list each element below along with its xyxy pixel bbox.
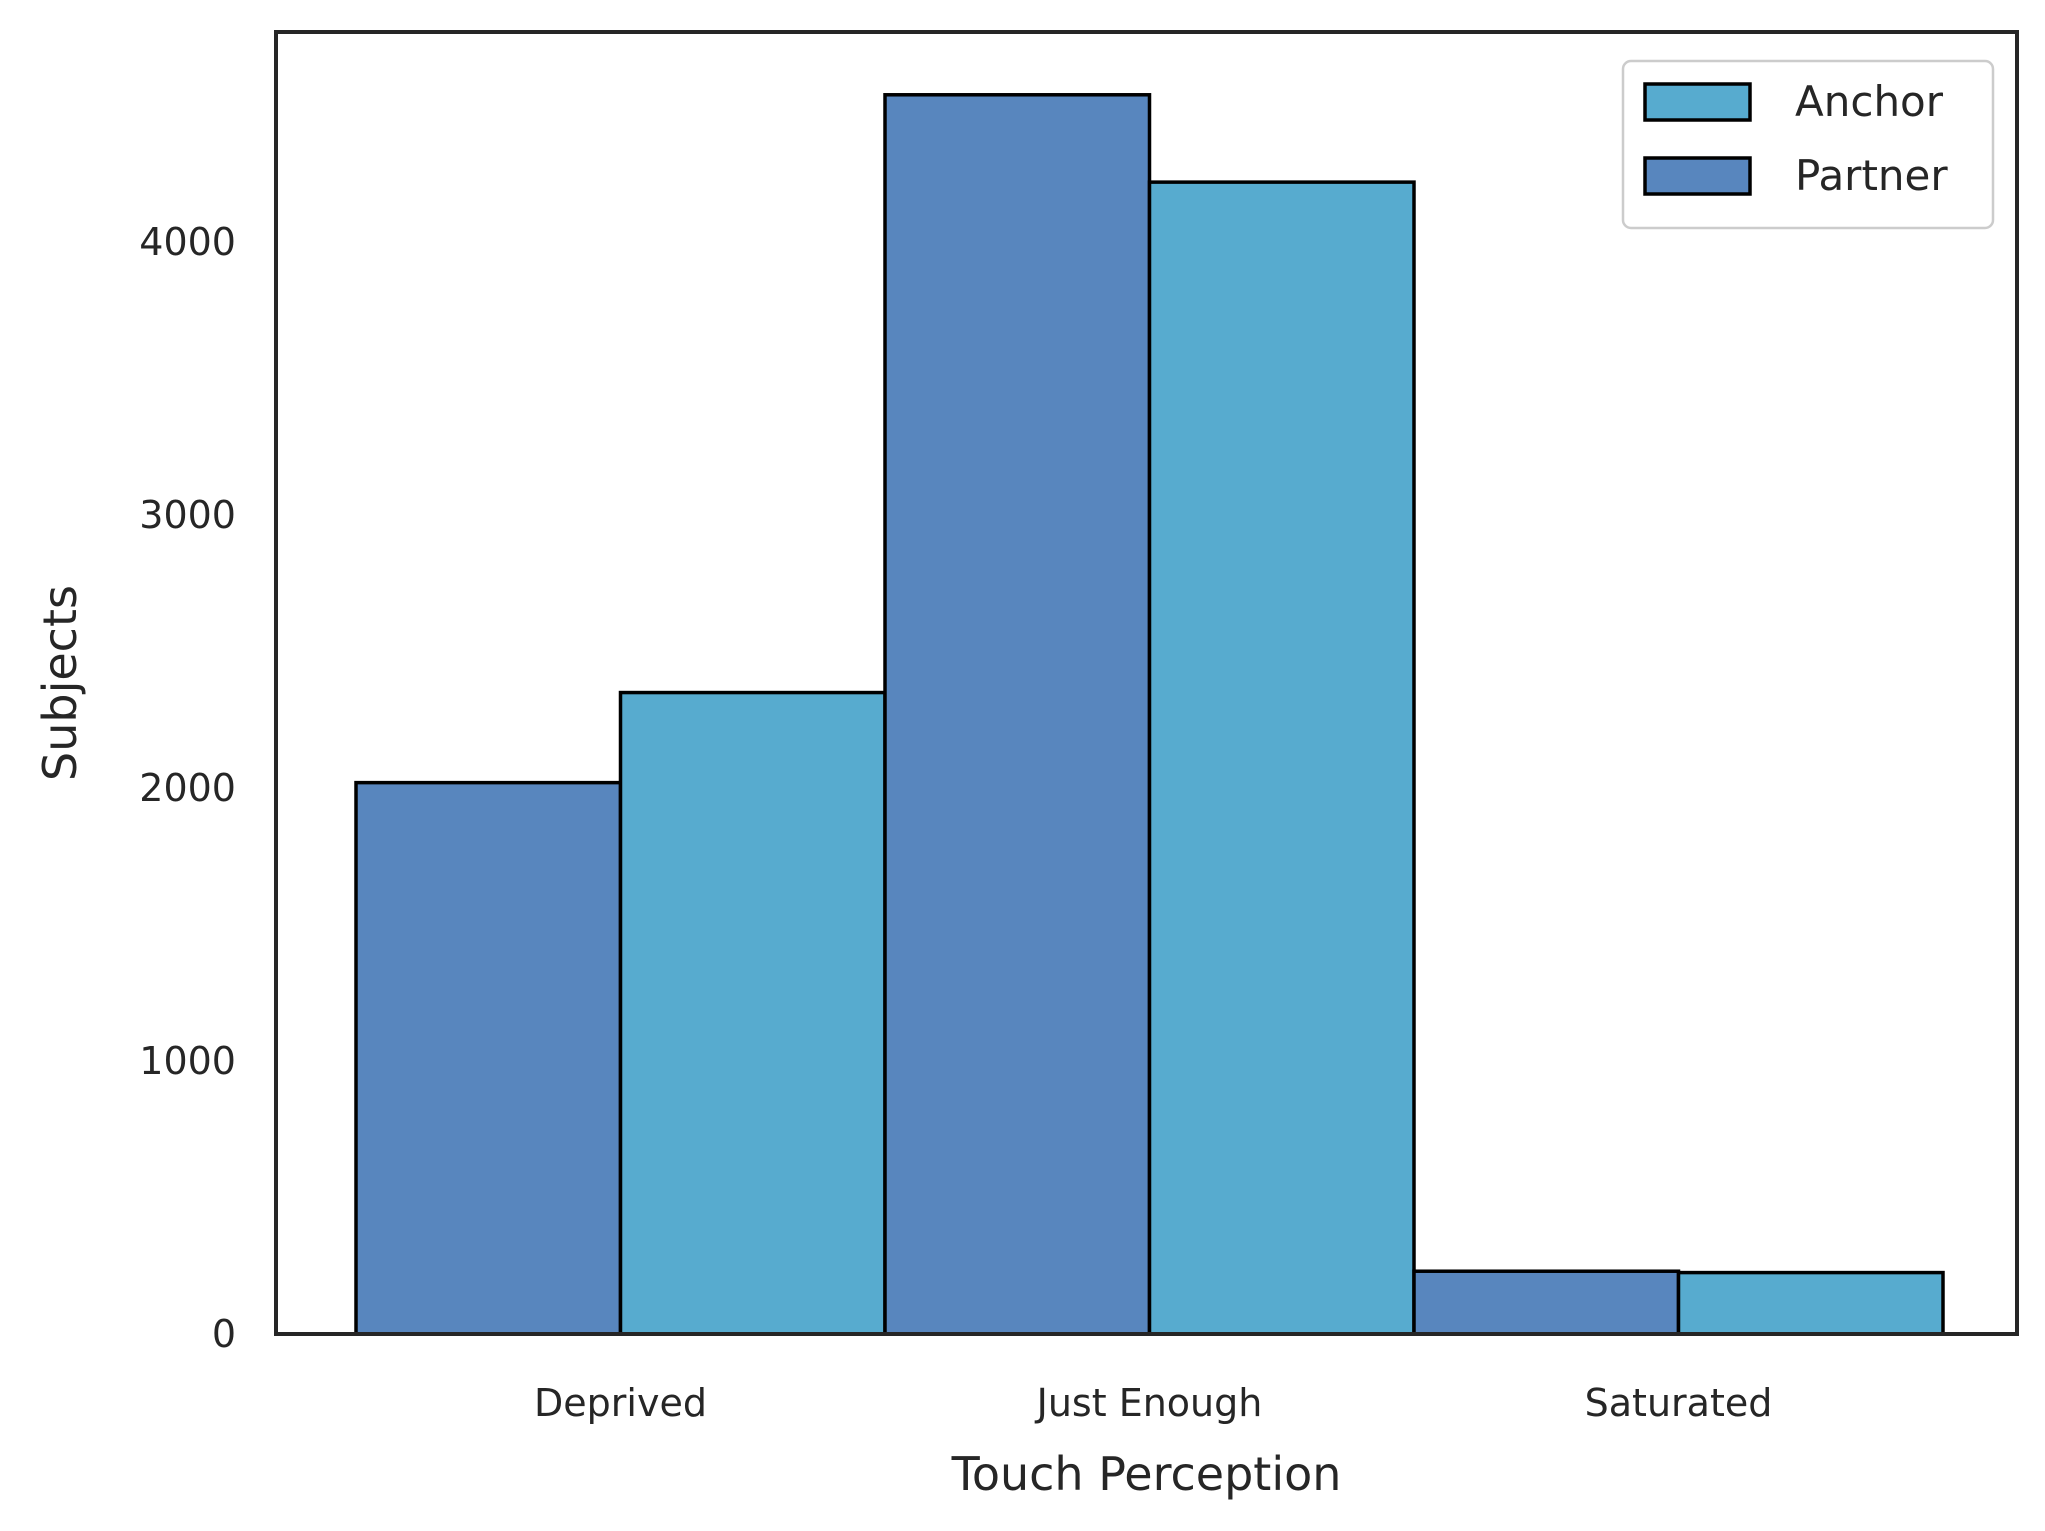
y-ticks: 0 1000 2000 3000 4000 bbox=[139, 220, 236, 1356]
y-tick-label: 0 bbox=[212, 1312, 236, 1356]
legend: Anchor Partner bbox=[1621, 59, 1995, 230]
x-tick-label: Deprived bbox=[534, 1381, 707, 1425]
x-tick-label: Saturated bbox=[1585, 1381, 1773, 1425]
y-tick-label: 2000 bbox=[139, 766, 236, 810]
legend-swatch-partner bbox=[1643, 156, 1752, 196]
bar-partner-saturated bbox=[1412, 1269, 1681, 1336]
x-ticks: Deprived Just Enough Saturated bbox=[534, 1381, 1772, 1425]
legend-label-anchor: Anchor bbox=[1795, 77, 1944, 126]
bar-partner-just-enough bbox=[883, 93, 1152, 1336]
x-axis-label: Touch Perception bbox=[951, 1447, 1342, 1501]
legend-swatch-anchor bbox=[1643, 82, 1752, 122]
y-tick-label: 1000 bbox=[139, 1039, 236, 1083]
bars-group bbox=[354, 93, 1945, 1336]
y-tick-label: 4000 bbox=[139, 220, 236, 264]
x-tick-label: Just Enough bbox=[1035, 1381, 1263, 1425]
bar-anchor-just-enough bbox=[1147, 180, 1416, 1336]
legend-label-partner: Partner bbox=[1795, 151, 1948, 200]
bar-anchor-deprived bbox=[618, 690, 887, 1336]
y-tick-label: 3000 bbox=[139, 493, 236, 537]
y-axis-label: Subjects bbox=[33, 585, 87, 781]
bar-partner-deprived bbox=[354, 780, 623, 1336]
plot-frame bbox=[274, 30, 2019, 1336]
bar-anchor-saturated bbox=[1676, 1270, 1945, 1336]
